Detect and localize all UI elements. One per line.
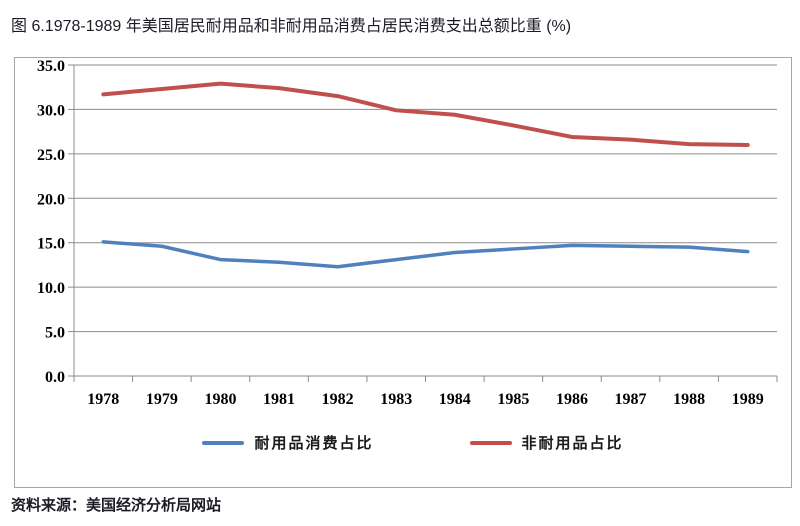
y-tick-label: 5.0 — [45, 325, 65, 342]
x-tick-label: 1980 — [204, 391, 236, 408]
y-tick-label: 35.0 — [37, 58, 65, 75]
legend-label-nondurables: 非耐用品占比 — [521, 435, 624, 452]
x-tick-label: 1987 — [615, 391, 647, 408]
source-note: 资料来源：美国经济分析局网站 — [11, 497, 222, 514]
x-tick-label: 1981 — [263, 391, 295, 408]
y-tick-label: 0.0 — [45, 369, 65, 386]
x-tick-label: 1988 — [673, 391, 705, 408]
legend-item-durables: 耐用品消费占比 — [202, 432, 373, 453]
y-tick-label: 30.0 — [37, 102, 65, 119]
x-tick-label: 1983 — [380, 391, 412, 408]
series-line-durables — [101, 240, 750, 269]
x-tick-label: 1989 — [732, 391, 764, 408]
x-tick-label: 1982 — [322, 391, 354, 408]
legend-item-nondurables: 非耐用品占比 — [469, 432, 624, 453]
legend-line-sample-nondurables — [469, 440, 512, 445]
chart-legend: 耐用品消费占比 非耐用品占比 — [25, 432, 800, 453]
chart-frame: 0.0 5.0 10.0 15.0 20.0 25.0 30.0 35.0 1978 1979 19… — [14, 57, 792, 488]
figure-title: 图 6.1978-1989 年美国居民耐用品和非耐用品消费占居民消费支出总额比重… — [11, 18, 572, 35]
y-tick-label: 20.0 — [37, 191, 65, 208]
y-tick-label: 25.0 — [37, 147, 65, 164]
legend-label-durables: 耐用品消费占比 — [254, 435, 374, 452]
x-tick-label: 1984 — [439, 391, 471, 408]
series-line-nondurables — [101, 81, 750, 147]
x-tick-label: 1978 — [87, 391, 119, 408]
x-tick-label: 1979 — [146, 391, 178, 408]
legend-line-sample-durables — [202, 440, 245, 445]
y-tick-label: 15.0 — [37, 236, 65, 253]
line-chart: 0.0 5.0 10.0 15.0 20.0 25.0 30.0 35.0 1978 1979 19… — [37, 58, 778, 408]
x-tick-label: 1986 — [556, 391, 588, 408]
x-tick-label: 1985 — [497, 391, 529, 408]
y-tick-label: 10.0 — [37, 280, 65, 297]
